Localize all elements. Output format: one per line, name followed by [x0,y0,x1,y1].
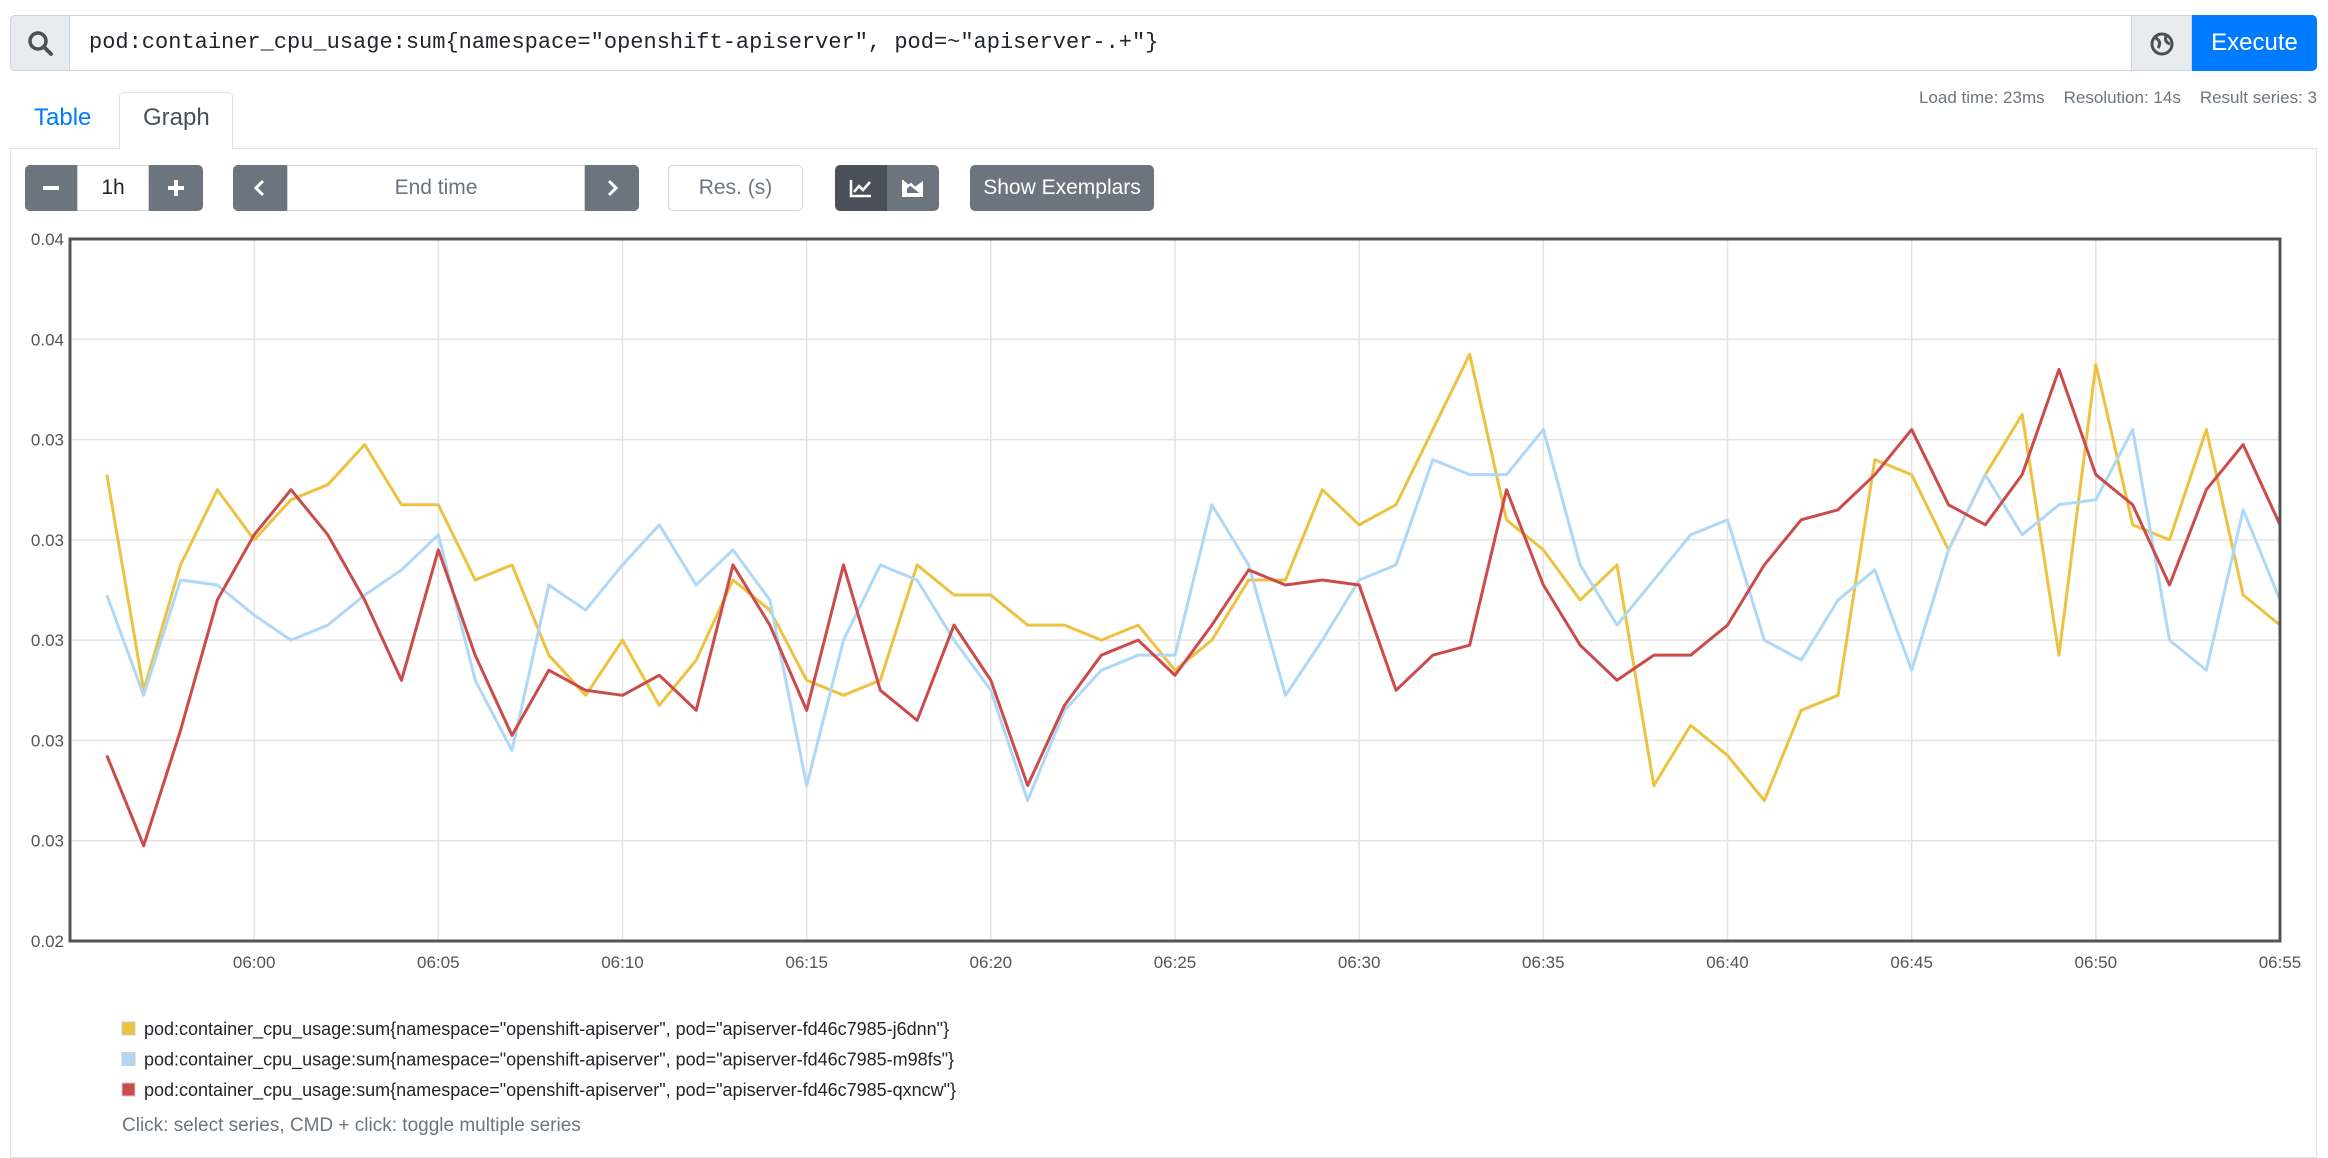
globe-button[interactable] [2131,15,2192,71]
x-tick-label: 06:40 [1706,953,1749,972]
y-tick-label: 0.03 [31,631,64,650]
icon [253,179,265,197]
line-chart-toggle[interactable] [835,165,887,211]
legend-label: pod:container_cpu_usage:sum{namespace="o… [144,1080,956,1101]
tab-active[interactable] [119,92,233,149]
end-time-input[interactable]: End time [287,165,585,211]
search-icon [10,15,70,71]
legend-swatch [121,1082,136,1097]
series-line [105,428,2282,803]
x-tick-label: 06:15 [785,953,828,972]
tab[interactable]: Graph [143,104,210,131]
legend-swatch [121,1021,136,1036]
icon [607,179,619,197]
y-tick-label: 0.04 [31,330,64,349]
range-decrease[interactable] [25,165,77,211]
tab[interactable]: Table [34,104,92,131]
legend-swatch [121,1052,136,1066]
y-tick-label: 0.03 [31,531,64,550]
y-tick-label: 0.03 [31,431,64,450]
x-tick-label: 06:45 [1890,953,1933,972]
resolution-input[interactable]: Res. (s) [668,165,803,211]
y-tick-label: 0.03 [31,731,64,750]
stat: Result series: 3 [2199,88,2317,107]
range-increase[interactable] [149,165,203,211]
execute-button[interactable]: Execute [2192,15,2317,71]
legend-hint: Click: select series, CMD + click: toggl… [122,1115,581,1136]
icon [28,31,53,56]
x-tick-label: 06:20 [970,953,1013,972]
stacked-chart-toggle[interactable] [887,165,939,211]
icon [168,180,184,196]
end-back[interactable] [233,165,287,211]
range-input[interactable]: 1h [77,165,149,211]
y-tick-label: 0.04 [31,230,64,249]
y-tick-label: 0.02 [31,932,64,951]
x-tick-label: 06:10 [601,953,644,972]
series-line [105,367,2282,848]
x-tick-label: 06:55 [2259,953,2302,972]
x-tick-label: 06:35 [1522,953,1565,972]
stat: Resolution: 14s [2063,88,2181,107]
series-line [105,352,2281,803]
icon [849,180,871,198]
exemplars-button[interactable]: Show Exemplars [970,165,1154,211]
query-input[interactable]: pod:container_cpu_usage:sum{namespace="o… [89,30,1159,55]
end-forward[interactable] [585,165,639,211]
y-tick-label: 0.03 [31,832,64,851]
x-tick-label: 06:05 [417,953,460,972]
icon [902,180,923,197]
x-tick-label: 06:30 [1338,953,1381,972]
legend-label: pod:container_cpu_usage:sum{namespace="o… [144,1050,954,1071]
stat: Load time: 23ms [1918,88,2045,107]
x-tick-label: 06:00 [233,953,276,972]
plot-border [68,237,2282,943]
legend-label: pod:container_cpu_usage:sum{namespace="o… [144,1019,949,1040]
icon [2150,32,2174,56]
icon [43,186,59,190]
query-stats: Load time: 23ms Resolution: 14s Result ser… [1919,88,2317,108]
x-tick-label: 06:25 [1154,953,1197,972]
x-tick-label: 06:50 [2075,953,2118,972]
